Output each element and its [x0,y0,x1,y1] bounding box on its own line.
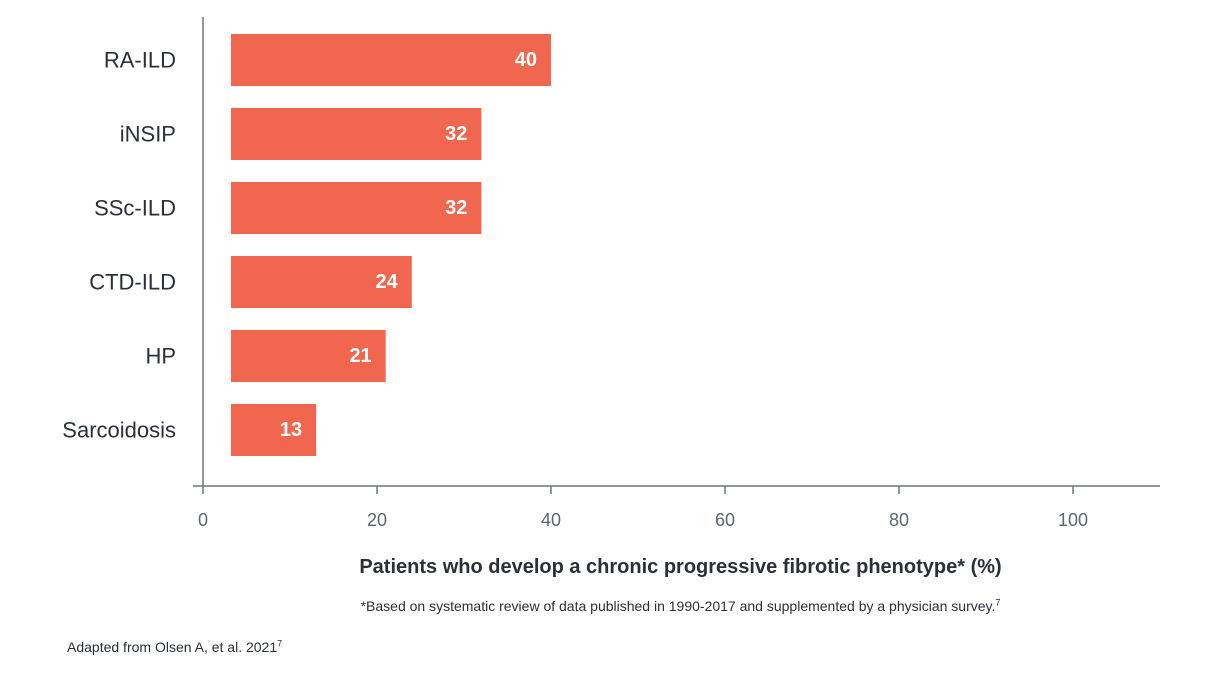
bar-insip [231,108,482,160]
category-label: SSc-ILD [94,196,176,221]
bar-ctd-ild [231,256,412,308]
bars: RA-ILD 40 iNSIP 32 SSc-ILD 32 CTD-ILD 24 HP 21 Sar… [62,34,551,456]
bar-ra-ild [231,34,551,86]
data-label: 13 [280,419,302,441]
source-reference: 7 [277,638,283,649]
category-label: CTD-ILD [89,270,176,295]
bar-hp [231,330,386,382]
data-label: 24 [376,271,399,293]
x-tick-label: 40 [541,510,561,530]
data-label: 40 [515,49,537,71]
category-label: iNSIP [120,122,176,147]
footnote: *Based on systematic review of data publ… [203,598,1158,614]
source-text: Adapted from Olsen A, et al. 2021 [67,639,278,655]
x-tick-label: 100 [1058,510,1088,530]
x-tick-label: 60 [715,510,735,530]
x-tick-label: 0 [198,510,208,530]
x-tick-label: 20 [367,510,387,530]
data-label: 32 [445,123,467,145]
category-label: HP [145,344,176,369]
data-label: 32 [445,197,467,219]
axes: 0 20 40 60 80 100 [193,17,1160,530]
x-axis-title: Patients who develop a chronic progressi… [359,556,1002,578]
x-tick-label: 80 [889,510,909,530]
bar-ssc-ild [231,182,482,234]
source-citation: Adapted from Olsen A, et al. 20217 [67,639,282,655]
category-label: Sarcoidosis [62,418,176,443]
data-label: 21 [349,345,371,367]
bar-sarcoidosis [231,404,317,456]
footnote-text: *Based on systematic review of data publ… [360,598,996,614]
category-label: RA-ILD [104,48,176,73]
footnote-reference: 7 [995,597,1001,608]
